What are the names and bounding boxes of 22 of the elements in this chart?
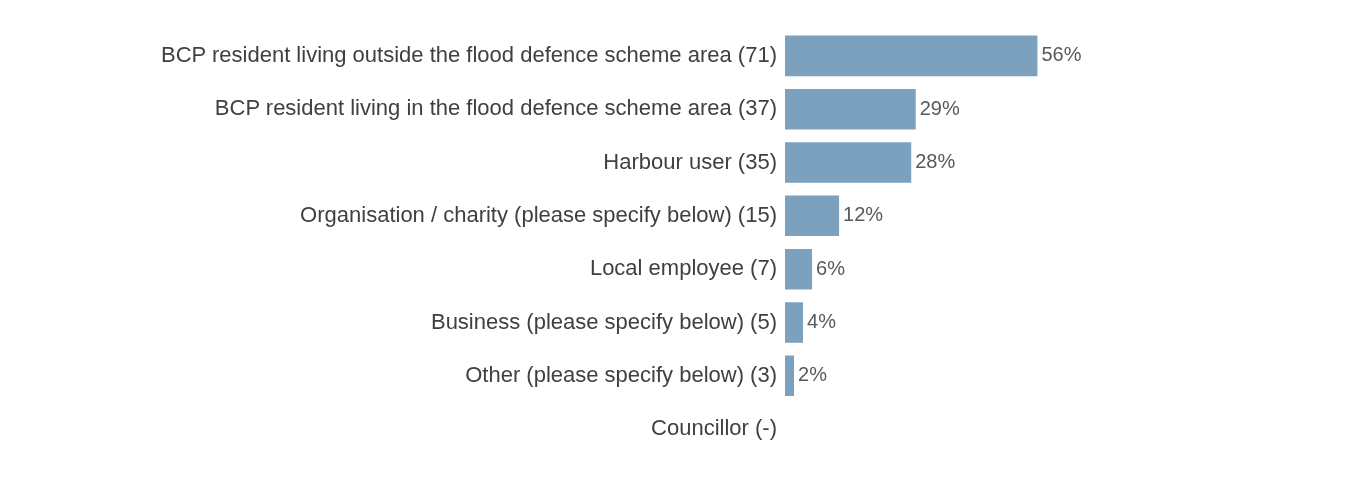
bar bbox=[785, 195, 840, 237]
y-tick-label: Business (please specify below) (5) bbox=[430, 308, 777, 334]
data-label: 56% bbox=[1041, 43, 1082, 66]
y-tick-label: Local employee (7) bbox=[589, 255, 777, 281]
data-label: 4% bbox=[807, 310, 837, 332]
y-tick-label: Councillor (-) bbox=[651, 415, 777, 441]
bar bbox=[785, 248, 813, 290]
y-tick-label: Organisation / charity (please specify below) (15) bbox=[300, 201, 777, 227]
data-label: 12% bbox=[843, 203, 884, 226]
y-tick-label: Harbour user (35) bbox=[603, 148, 777, 174]
bar bbox=[785, 302, 804, 343]
bar bbox=[785, 142, 912, 183]
data-label: 29% bbox=[919, 96, 960, 119]
data-label: 2% bbox=[798, 363, 828, 386]
data-label: 28% bbox=[915, 150, 956, 173]
bar bbox=[785, 35, 1038, 77]
y-tick-label: BCP resident living in the flood defence scheme area (37) bbox=[214, 95, 777, 121]
y-tick-label: Other (please specify below) (3) bbox=[465, 361, 777, 387]
bar bbox=[785, 88, 916, 130]
y-tick-label: BCP resident living outside the flood defence scheme area (71) bbox=[161, 41, 777, 67]
data-label: 6% bbox=[816, 256, 846, 279]
bar bbox=[785, 355, 795, 397]
